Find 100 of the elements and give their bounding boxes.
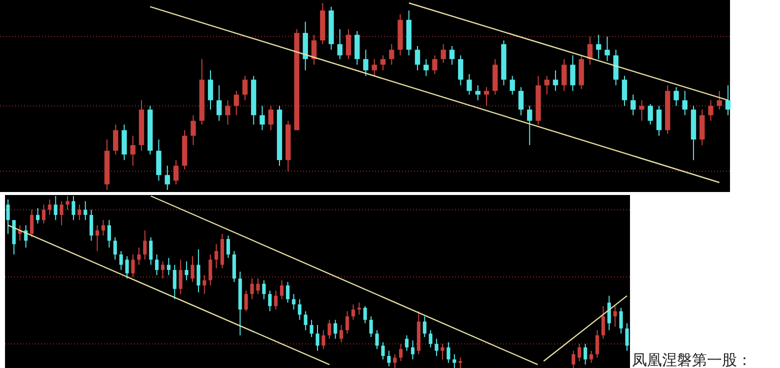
candlestick xyxy=(363,49,368,76)
candlestick xyxy=(619,307,623,334)
candlestick xyxy=(607,295,611,331)
candlestick xyxy=(334,319,338,340)
candlestick xyxy=(30,209,34,238)
candlestick xyxy=(130,135,136,166)
candlestick xyxy=(268,290,272,312)
candlestick xyxy=(6,198,10,234)
candlestick xyxy=(292,294,296,310)
candlestick xyxy=(214,244,218,269)
candlestick xyxy=(172,264,176,300)
candlestick xyxy=(298,298,302,320)
candlestick xyxy=(458,357,462,368)
candlestick xyxy=(286,282,290,304)
candlestick xyxy=(648,103,653,126)
candlestick xyxy=(208,254,212,286)
candlestick xyxy=(48,198,52,216)
candlestick xyxy=(410,340,415,360)
candlestick xyxy=(66,196,70,210)
candlestick xyxy=(190,114,196,146)
candlestick xyxy=(428,330,432,348)
candlestick xyxy=(656,105,662,136)
candlestick xyxy=(708,100,714,122)
candlestick xyxy=(375,330,379,350)
candlestick xyxy=(404,334,409,352)
candlestick xyxy=(113,124,118,155)
candlestick xyxy=(208,70,214,110)
candlestick xyxy=(310,319,314,338)
candlestick xyxy=(596,34,602,60)
candlestick xyxy=(625,322,629,352)
candlestick xyxy=(178,259,182,295)
candlestick xyxy=(716,90,722,110)
candlestick xyxy=(155,254,159,276)
candlestick xyxy=(202,274,206,295)
candlestick xyxy=(184,260,188,281)
candlestick xyxy=(440,44,446,64)
candlestick xyxy=(95,224,100,252)
candlestick xyxy=(328,319,332,340)
candlestick xyxy=(363,306,367,324)
candlestick xyxy=(244,290,248,312)
candlestick xyxy=(552,70,558,92)
candlestick xyxy=(90,209,94,242)
candlestick xyxy=(595,330,600,358)
candlestick xyxy=(449,46,455,66)
candlestick xyxy=(262,280,266,300)
candlestick xyxy=(369,316,373,338)
candlestick xyxy=(256,278,260,295)
candlestick xyxy=(562,58,567,92)
candlestick xyxy=(280,280,284,300)
candlestick xyxy=(458,54,464,86)
candlestick xyxy=(389,44,394,66)
candlestick xyxy=(72,196,76,221)
candlestick xyxy=(570,54,576,92)
candlestick xyxy=(527,105,532,146)
candlestick xyxy=(84,200,88,221)
candlestick xyxy=(316,324,320,352)
candlestick xyxy=(584,343,588,366)
candlestick xyxy=(510,75,515,96)
candlestick xyxy=(337,28,342,60)
candlestick xyxy=(164,165,170,190)
candlestick xyxy=(113,236,117,260)
candlestick xyxy=(250,278,254,300)
candlestick xyxy=(166,257,170,276)
candlestick xyxy=(125,256,129,280)
candlestick xyxy=(131,254,135,278)
candlestick xyxy=(372,58,377,76)
candlestick xyxy=(380,54,386,71)
candlestick xyxy=(434,338,438,356)
candlestick xyxy=(101,220,106,236)
candlestick xyxy=(42,204,46,224)
candlestick xyxy=(622,75,628,106)
candlestick xyxy=(466,74,472,96)
candlestick xyxy=(446,342,450,364)
candlestick xyxy=(414,46,420,71)
candlestick xyxy=(346,28,352,60)
candlestick xyxy=(340,324,344,343)
candlestick xyxy=(351,304,355,320)
candlestick xyxy=(268,105,274,131)
candlestick xyxy=(226,235,230,258)
candlestick xyxy=(196,248,200,293)
candlestick xyxy=(190,256,194,282)
candlestick xyxy=(387,350,391,367)
candlestick xyxy=(143,230,147,260)
candlestick xyxy=(107,220,111,248)
candlestick xyxy=(422,316,426,338)
candlestick xyxy=(613,306,617,328)
candlestick xyxy=(452,354,456,368)
candlestick xyxy=(604,36,610,62)
candlestick xyxy=(345,310,350,334)
candlestick xyxy=(274,290,278,310)
candlestick xyxy=(119,250,123,270)
candlestick xyxy=(137,247,141,266)
candlestick xyxy=(54,196,58,221)
candlestick xyxy=(578,343,582,362)
candlestick xyxy=(475,84,480,101)
candlestick xyxy=(234,90,239,116)
candlestick xyxy=(484,86,490,106)
candlestick xyxy=(440,343,444,360)
candlestick xyxy=(630,94,636,116)
candlestick xyxy=(260,105,265,131)
